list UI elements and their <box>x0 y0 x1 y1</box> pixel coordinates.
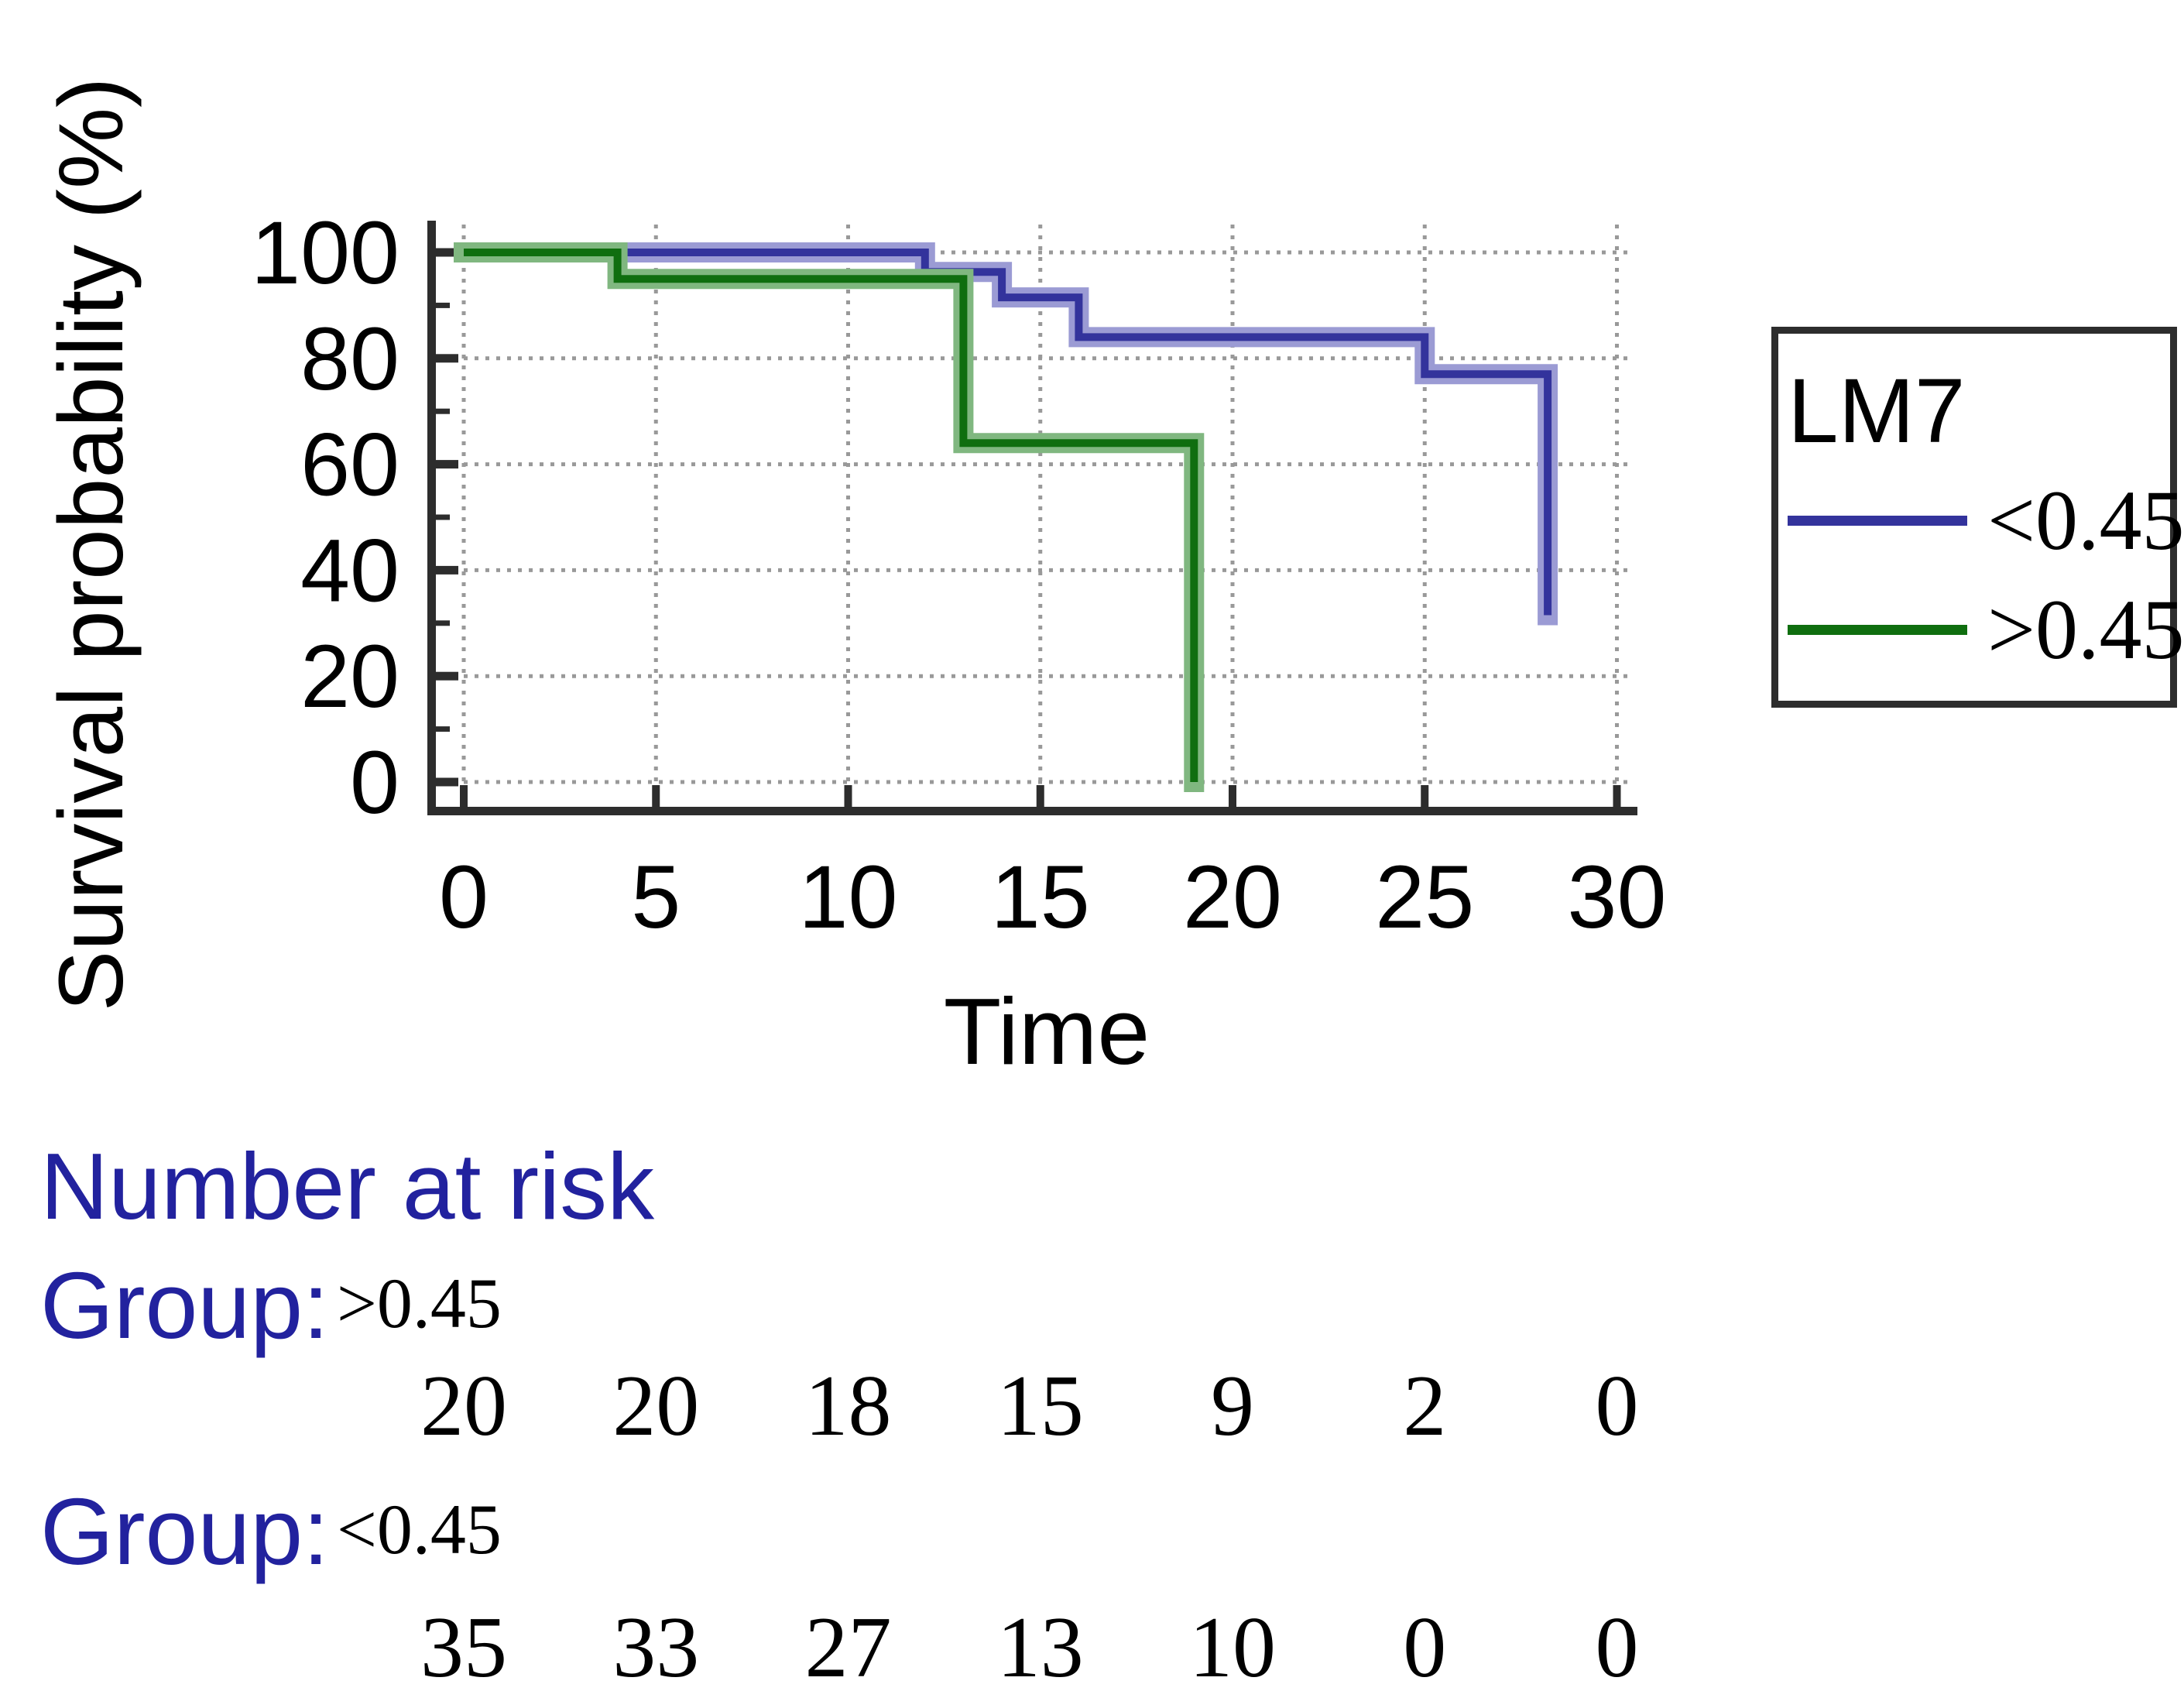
risk-table-title: Number at risk <box>40 1134 655 1239</box>
x-tick-label-25: 25 <box>1375 848 1474 947</box>
y-tick-40 <box>436 565 458 575</box>
risk-count: 2 <box>1403 1358 1447 1454</box>
y-tick-label-40: 40 <box>300 521 399 620</box>
risk-count: 0 <box>1595 1358 1639 1454</box>
risk-counts-lt045: 35 33 27 13 10 0 0 <box>0 1604 2184 1697</box>
x-tick-label-20: 20 <box>1183 848 1282 947</box>
group-value-gt045: >0.45 <box>336 1264 502 1343</box>
y-tick-20 <box>436 671 458 681</box>
y-minor-tick-50 <box>436 514 450 520</box>
y-tick-100 <box>436 248 458 257</box>
risk-count: 0 <box>1403 1600 1447 1696</box>
x-axis-title: Time <box>943 979 1150 1084</box>
y-tick-0 <box>436 777 458 787</box>
x-tick-label-5: 5 <box>631 848 681 947</box>
y-minor-tick-70 <box>436 408 450 414</box>
group-label: Group: <box>40 1253 329 1358</box>
x-tick-10 <box>844 785 852 807</box>
x-tick-0 <box>460 785 468 807</box>
survival-curve-gt045 <box>464 249 1198 782</box>
risk-count: 20 <box>420 1358 507 1454</box>
risk-count: 10 <box>1189 1600 1276 1696</box>
risk-count: 33 <box>612 1600 700 1696</box>
legend-label-gt045: >0.45 <box>1987 581 2184 677</box>
x-tick-20 <box>1229 785 1236 807</box>
legend-label-lt045: <0.45 <box>1987 472 2184 568</box>
y-tick-60 <box>436 460 458 469</box>
y-tick-label-0: 0 <box>350 733 399 832</box>
x-tick-label-30: 30 <box>1568 848 1667 947</box>
x-tick-label-15: 15 <box>991 848 1090 947</box>
risk-count: 0 <box>1595 1600 1639 1696</box>
x-tick-label-10: 10 <box>799 848 898 947</box>
x-tick-label-0: 0 <box>439 848 489 947</box>
y-tick-80 <box>436 354 458 363</box>
y-minor-tick-10 <box>436 726 450 732</box>
risk-counts-gt045: 20 20 18 15 9 2 0 <box>0 1363 2184 1456</box>
risk-count: 13 <box>996 1600 1084 1696</box>
x-tick-5 <box>652 785 660 807</box>
group-label: Group: <box>40 1479 329 1584</box>
risk-count: 9 <box>1211 1358 1254 1454</box>
y-minor-tick-90 <box>436 302 450 308</box>
legend-swatch-gt045 <box>1788 624 1967 635</box>
y-tick-label-80: 80 <box>300 310 399 409</box>
y-minor-tick-30 <box>436 620 450 626</box>
y-tick-label-20: 20 <box>300 627 399 726</box>
legend-box: LM7 <0.45 >0.45 <box>1771 327 2184 708</box>
y-tick-label-100: 100 <box>251 204 399 303</box>
risk-count: 35 <box>420 1600 507 1696</box>
risk-count: 15 <box>996 1358 1084 1454</box>
legend-swatch-lt045 <box>1788 515 1967 526</box>
risk-group-label-gt045: Group: >0.45 <box>40 1251 502 1360</box>
risk-count: 18 <box>804 1358 892 1454</box>
y-tick-label-60: 60 <box>300 416 399 515</box>
risk-count: 27 <box>804 1600 892 1696</box>
legend-title: LM7 <box>1788 360 1966 462</box>
x-tick-25 <box>1421 785 1429 807</box>
x-axis-spine <box>427 807 1637 815</box>
y-axis-spine <box>427 221 436 815</box>
survival-curve-lt045 <box>464 249 1552 616</box>
x-tick-30 <box>1613 785 1621 807</box>
risk-group-label-lt045: Group: <0.45 <box>40 1477 502 1586</box>
group-value-lt045: <0.45 <box>336 1490 502 1569</box>
x-tick-15 <box>1036 785 1044 807</box>
risk-count: 20 <box>612 1358 700 1454</box>
